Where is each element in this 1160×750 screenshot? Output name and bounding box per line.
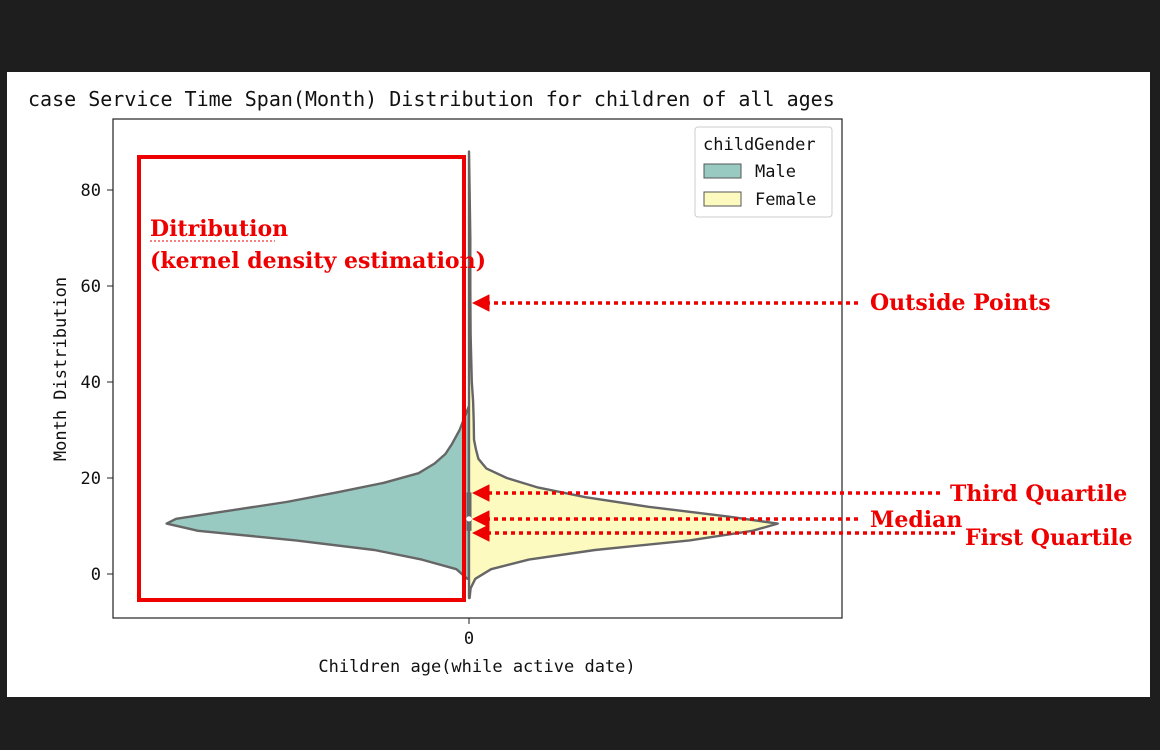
- annotation-outside-points: Outside Points: [870, 290, 1051, 316]
- annotation-third-quartile: Third Quartile: [950, 481, 1127, 507]
- violin-female: [467, 150, 779, 600]
- annotation-median: Median: [870, 507, 962, 533]
- legend-title: childGender: [703, 135, 816, 155]
- y-tick-label: 20: [81, 469, 101, 489]
- distribution-highlight-box: [137, 155, 466, 602]
- x-axis-label: Children age(while active date): [318, 657, 635, 677]
- plot-frame: [112, 118, 843, 619]
- annotation-first-quartile: First Quartile: [965, 525, 1133, 551]
- y-tick-label: 60: [81, 277, 101, 297]
- chart-title: case Service Time Span(Month) Distributi…: [28, 87, 835, 111]
- legend-swatch-female: [703, 191, 742, 207]
- legend-swatch-male: [703, 163, 742, 179]
- y-tick-label: 80: [81, 181, 101, 201]
- y-axis: 0 20 40 60 80: [81, 181, 113, 585]
- violin-male: [165, 404, 471, 580]
- annotations: Ditribution (kernel density estimation) …: [137, 155, 1133, 602]
- legend-label-female: Female: [755, 190, 816, 210]
- x-tick-label: 0: [464, 629, 474, 649]
- box-median-marker: [466, 516, 472, 522]
- y-axis-label: Month Distribution: [51, 277, 71, 461]
- annotation-distribution-line1: Ditribution: [150, 216, 288, 242]
- figure-panel: [7, 72, 1150, 697]
- legend: childGender Male Female: [694, 126, 833, 218]
- y-tick-label: 0: [91, 565, 101, 585]
- box-iqr: [466, 492, 472, 531]
- annotation-distribution-line2: (kernel density estimation): [150, 248, 486, 274]
- legend-label-male: Male: [755, 162, 796, 182]
- y-tick-label: 40: [81, 373, 101, 393]
